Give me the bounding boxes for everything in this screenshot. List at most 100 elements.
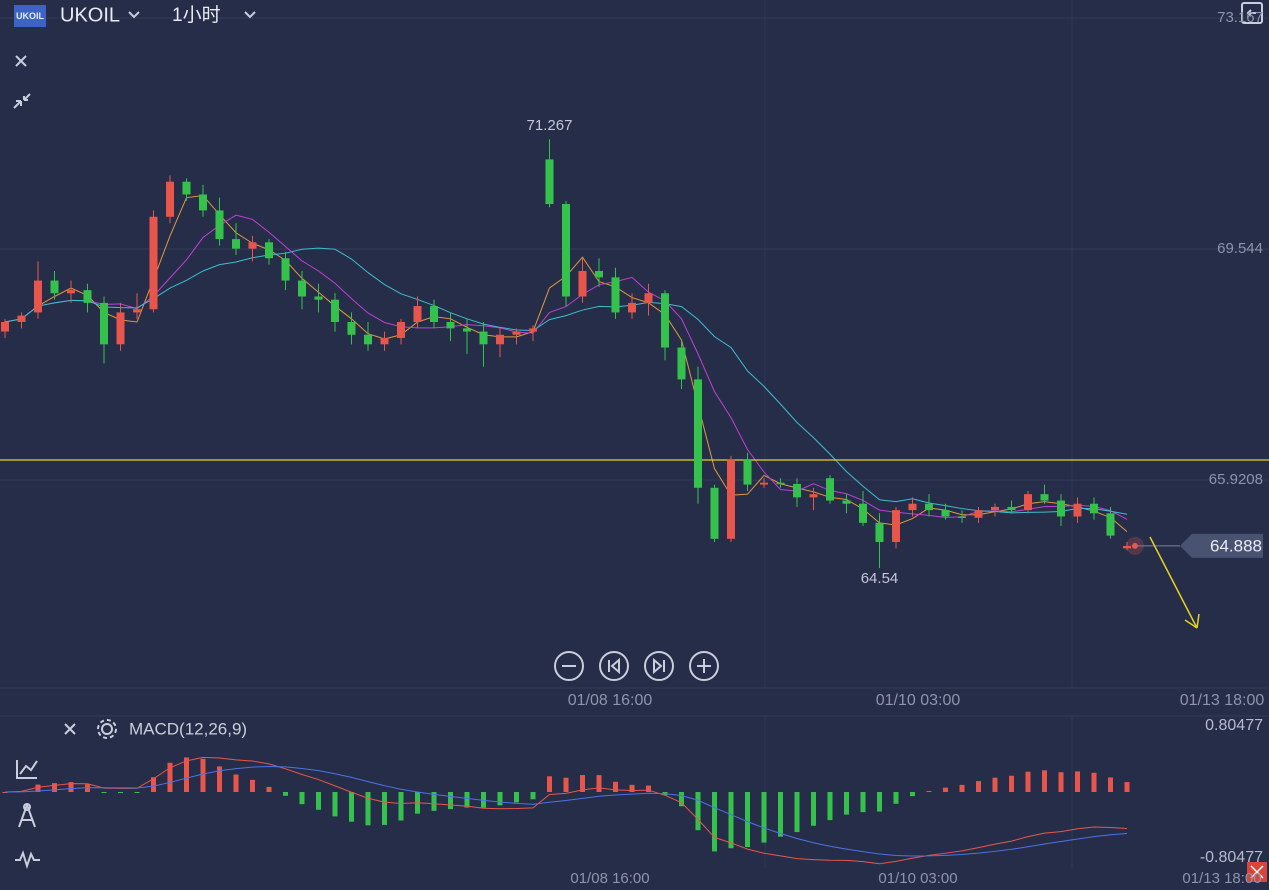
- y-tick-label: 69.544: [1217, 240, 1263, 257]
- macd-bar: [943, 787, 948, 792]
- macd-bar: [497, 792, 503, 806]
- candle-body: [133, 309, 141, 313]
- candle-body: [67, 290, 75, 294]
- macd-bar: [1009, 775, 1014, 792]
- candle-body: [17, 315, 26, 323]
- x-tick-label: 01/08 16:00: [568, 692, 653, 709]
- candle-body: [34, 280, 42, 313]
- macd-bar: [52, 783, 57, 792]
- close-button[interactable]: [15, 55, 27, 67]
- collapse-button[interactable]: [13, 93, 31, 109]
- low-label: 64.54: [861, 570, 899, 587]
- macd-bar: [596, 775, 602, 792]
- macd-bar: [68, 782, 74, 792]
- macd-bar: [563, 777, 569, 792]
- candle-body: [298, 280, 306, 297]
- candle-body: [1106, 513, 1115, 536]
- candle-body: [281, 258, 290, 281]
- candle-body: [512, 331, 521, 335]
- symbol-dropdown[interactable]: [128, 11, 140, 19]
- candle-body: [380, 337, 389, 345]
- macd-line: [4, 756, 1128, 865]
- indicator-tick-label: 0.80477: [1205, 717, 1263, 734]
- macd-bar: [217, 766, 222, 792]
- moving-average: [4, 214, 1128, 520]
- candle-body: [991, 506, 999, 511]
- toolbar-chart-icon[interactable]: [16, 760, 38, 779]
- candle-body: [611, 277, 620, 313]
- price-tag-label: 64.888: [1210, 536, 1262, 555]
- x-tick-label: 01/08 16:00: [570, 870, 649, 887]
- macd-bar: [431, 792, 437, 811]
- candle-body: [958, 516, 966, 518]
- candle-body: [727, 459, 735, 539]
- macd-bar: [514, 792, 519, 803]
- macd-bar: [464, 792, 470, 808]
- interval-dropdown[interactable]: [244, 11, 256, 19]
- candle-body: [892, 510, 900, 542]
- candle-body: [100, 302, 108, 345]
- macd-bar: [646, 785, 651, 792]
- toolbar-wave-icon[interactable]: [15, 850, 40, 870]
- candle-body: [760, 482, 768, 485]
- candle-body: [215, 210, 224, 240]
- scroll-start-button[interactable]: [599, 651, 629, 681]
- macd-bar: [860, 792, 866, 813]
- macd-bar: [613, 781, 618, 792]
- candle-body: [793, 483, 801, 498]
- candle-body: [116, 312, 125, 345]
- macd-bar: [101, 792, 107, 793]
- macd-bar: [151, 777, 156, 792]
- candle-body: [314, 296, 323, 300]
- candle-body: [347, 322, 356, 335]
- candle-body: [331, 299, 339, 323]
- macd-bar: [580, 775, 585, 792]
- toolbar-draw-icon[interactable]: [18, 803, 36, 828]
- macd-bar: [316, 792, 321, 810]
- macd-bar: [349, 792, 354, 822]
- logo-text: UKOIL: [16, 11, 45, 21]
- macd-bar: [398, 792, 404, 821]
- macd-bar: [1025, 771, 1031, 792]
- symbol[interactable]: UKOIL: [60, 4, 120, 26]
- zoom-in-button[interactable]: [689, 651, 719, 681]
- candle-body: [479, 331, 488, 345]
- macd-bar: [233, 774, 239, 792]
- macd-bar: [959, 784, 965, 792]
- corner-icon[interactable]: [1247, 862, 1267, 882]
- x-tick-label: 01/10 03:00: [876, 692, 961, 709]
- candle-body: [859, 503, 867, 523]
- candle-body: [776, 482, 785, 485]
- candle-body: [644, 293, 653, 303]
- candle-body: [842, 500, 851, 504]
- drawn-arrow[interactable]: [1149, 536, 1200, 629]
- candle-body: [628, 302, 636, 313]
- zoom-out-button[interactable]: [554, 651, 584, 681]
- macd-bar: [1042, 770, 1047, 792]
- macd-bar: [1075, 771, 1080, 792]
- interval[interactable]: 1小时: [172, 4, 221, 26]
- candle-body: [265, 242, 273, 259]
- moving-average: [4, 247, 1128, 515]
- indicator-tick-label: -0.80477: [1200, 849, 1263, 866]
- candle-body: [199, 194, 207, 211]
- candle-body: [430, 306, 438, 323]
- candle-body: [248, 242, 257, 249]
- indicator-settings[interactable]: [97, 719, 117, 739]
- candle-body: [1123, 545, 1131, 549]
- panel-icon[interactable]: [1241, 2, 1263, 24]
- macd-bar: [1124, 782, 1130, 792]
- macd-bar: [299, 792, 305, 805]
- candle-body: [875, 522, 884, 542]
- macd-bar: [629, 784, 635, 792]
- y-tick-label: 73.167: [1217, 9, 1263, 26]
- macd-bar: [365, 792, 371, 826]
- macd-bar: [910, 792, 915, 797]
- indicator-close[interactable]: [64, 723, 76, 735]
- candle-body: [562, 204, 570, 297]
- scroll-end-button[interactable]: [644, 651, 674, 681]
- y-tick-label: 65.9208: [1209, 471, 1263, 488]
- candle-body: [166, 181, 174, 217]
- x-tick-label: 01/10 03:00: [878, 870, 957, 887]
